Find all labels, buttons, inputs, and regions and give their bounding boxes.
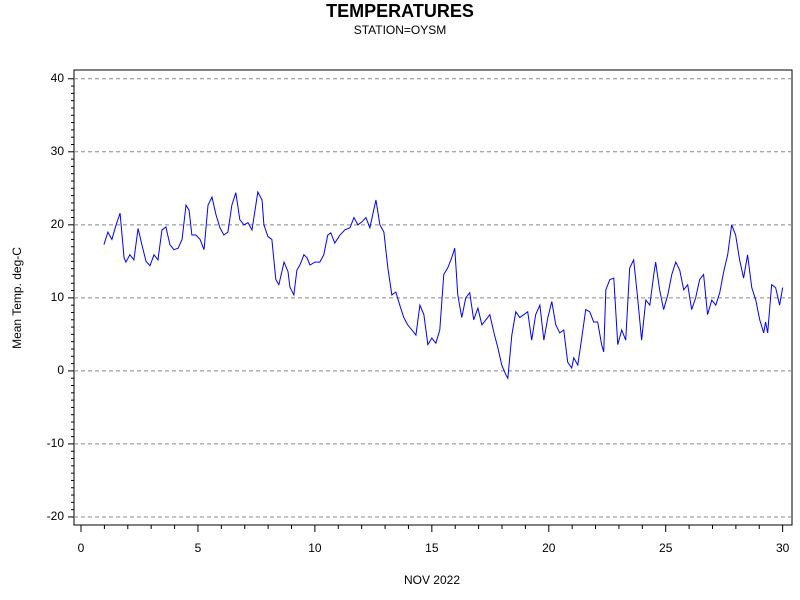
y-tick-label: 20: [51, 217, 65, 231]
y-tick-label: 10: [51, 290, 65, 304]
y-axis-label: Mean Temp. deg-C: [10, 247, 24, 349]
y-tick-label: -20: [47, 509, 65, 523]
line-series: [103, 190, 784, 380]
x-tick-label: 10: [308, 541, 322, 555]
y-tick-label: 30: [51, 144, 65, 158]
chart-subtitle: STATION=OYSM: [354, 23, 447, 37]
y-tick-label: -10: [47, 436, 65, 450]
y-tick-label: 0: [57, 363, 64, 377]
chart-title: TEMPERATURES: [326, 1, 474, 21]
x-tick-label: 5: [195, 541, 202, 555]
x-tick-label: 20: [542, 541, 556, 555]
x-tick-label: 30: [776, 541, 790, 555]
x-axis-label: NOV 2022: [404, 573, 460, 587]
x-tick-label: 25: [659, 541, 673, 555]
x-tick-label: 15: [425, 541, 439, 555]
x-tick-label: 0: [78, 541, 85, 555]
y-tick-label: 40: [51, 71, 65, 85]
